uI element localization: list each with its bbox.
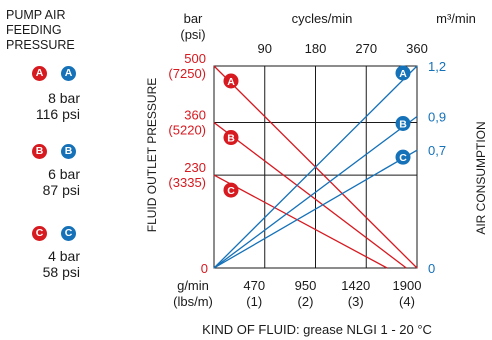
left-tick-label: 360	[184, 108, 206, 123]
air-badge-a-label: A	[399, 68, 407, 80]
bottom-tick-label: 1420	[341, 278, 370, 293]
legend-b-bar: 6 bar	[48, 166, 80, 182]
pressure-badge-b-label: B	[227, 132, 235, 144]
pressure-badge-c	[223, 182, 239, 198]
pressure-badge-c-label: C	[227, 185, 235, 197]
right-tick-label: 0	[428, 261, 435, 276]
series-badges: A B C A B C	[223, 65, 411, 198]
air-badge-a	[395, 65, 411, 81]
top-tick-label: 360	[406, 41, 428, 56]
tick-labels: 90 180 270 3600230(3335)360(5220)500(7250)0…	[168, 41, 446, 309]
legend-badge-a-blue: A	[61, 66, 76, 81]
legend-title-line: FEEDING	[6, 23, 62, 37]
legend-badge-c-red: C	[32, 226, 47, 241]
left-tick-sublabel: (5220)	[168, 123, 206, 138]
bottom-tick-label: 1900	[393, 278, 422, 293]
pressure-line-c	[213, 174, 388, 269]
right-tick-label: 1,2	[428, 59, 446, 74]
bottom-tick-label: 950	[295, 278, 317, 293]
air-badge-b-label: B	[399, 118, 407, 130]
legend-a-bar: 8 bar	[48, 90, 80, 106]
left-tick-label: 500	[184, 51, 206, 66]
air-line-a	[213, 65, 418, 269]
legend-title-line: PUMP AIR	[6, 8, 66, 22]
right-axis-label: AIR CONSUMPTION	[474, 121, 488, 234]
legend-badge-a-red: A	[32, 66, 47, 81]
legend-c-psi: 58 psi	[42, 264, 80, 280]
air-badge-b	[395, 116, 411, 131]
top-axis-unit: cycles/min	[292, 11, 353, 26]
legend-c-bar: 4 bar	[48, 248, 80, 264]
bottom-tick-sublabel: (3)	[348, 294, 364, 309]
grid	[213, 65, 418, 269]
air-line-c	[213, 149, 418, 269]
right-unit-top: m³/min	[436, 11, 476, 26]
left-unit-top: bar	[184, 11, 203, 26]
air-line-b	[213, 115, 418, 269]
pressure-badge-a-label: A	[227, 76, 235, 88]
pressure-badge-b	[223, 130, 239, 146]
left-tick-sublabel: (7250)	[168, 66, 206, 81]
axis-labels: bar (psi) cycles/min m³/min FLUID OUTLET…	[145, 11, 488, 337]
bottom-axis-unit-sub: (lbs/m)	[173, 294, 213, 309]
legend-badge-c-blue: C	[61, 226, 76, 241]
footnote: KIND OF FLUID: grease NLGI 1 - 20 °C	[202, 322, 432, 337]
legend-title: PUMP AIR FEEDING PRESSURE	[6, 8, 75, 53]
series-lines	[213, 65, 418, 269]
bottom-tick-sublabel: (1)	[246, 294, 262, 309]
left-tick-label: 230	[184, 160, 206, 175]
right-tick-label: 0,7	[428, 143, 446, 158]
pressure-badge-a	[223, 73, 239, 89]
bottom-tick-label: 470	[243, 278, 265, 293]
legend-title-line: PRESSURE	[6, 38, 75, 52]
bottom-tick-sublabel: (2)	[298, 294, 314, 309]
top-tick-label: 180	[305, 41, 327, 56]
legend-b-psi: 87 psi	[42, 182, 80, 198]
legend-badge-b-blue: B	[61, 144, 76, 159]
top-tick-label: 90	[258, 41, 272, 56]
left-tick-label: 0	[201, 261, 208, 276]
legend-badge-b-red: B	[32, 144, 47, 159]
left-unit-top-sub: (psi)	[180, 27, 205, 42]
bottom-tick-sublabel: (4)	[399, 294, 415, 309]
air-badge-c	[395, 149, 411, 165]
legend-a-psi: 116 psi	[35, 106, 80, 122]
top-tick-label: 270	[355, 41, 377, 56]
left-tick-sublabel: (3335)	[168, 175, 206, 190]
left-axis-label: FLUID OUTLET PRESSURE	[145, 78, 159, 232]
pressure-line-b	[213, 122, 407, 269]
air-badge-c-label: C	[399, 152, 407, 164]
right-tick-label: 0,9	[428, 110, 446, 125]
bottom-axis-unit: g/min	[177, 278, 209, 293]
